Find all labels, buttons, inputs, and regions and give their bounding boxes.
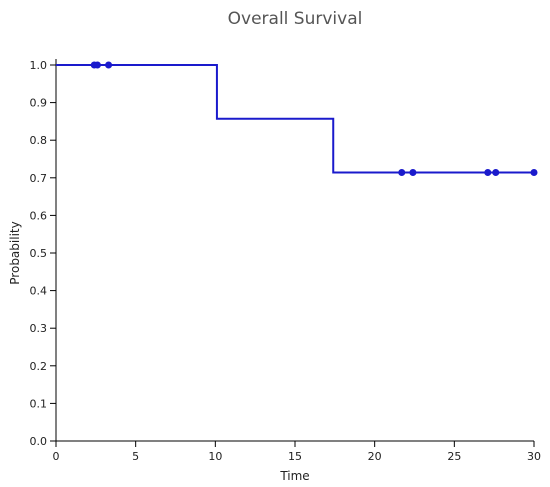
y-axis: 0.0 0.1 0.2 0.3 0.4 0.5 0.6 0.7 0.8 0.9 1.0 [30,59,57,448]
censor-marker [484,169,492,177]
y-axis-label: Probability [8,221,22,284]
y-tick-label: 0.3 [30,322,48,335]
y-tick-label: 0.7 [30,172,48,185]
y-tick-label: 0.5 [30,247,48,260]
censor-marker [492,169,500,177]
y-tick-label: 0.9 [30,97,48,110]
y-tick-label: 0.6 [30,209,48,222]
survival-step-line [56,64,534,174]
x-axis: 0 5 10 15 20 25 30 [53,440,541,463]
plot-area [56,61,538,177]
x-tick-label: 5 [132,450,139,463]
censor-marker [398,169,406,177]
x-axis-label: Time [279,469,309,483]
censor-marker [93,61,101,69]
x-tick-label: 0 [53,450,60,463]
y-tick-label: 0.8 [30,134,48,147]
y-tick-label: 0.2 [30,360,48,373]
x-tick-label: 15 [288,450,302,463]
x-tick-label: 25 [447,450,461,463]
x-tick-label: 20 [368,450,382,463]
x-tick-label: 10 [208,450,222,463]
y-tick-label: 0.4 [30,285,48,298]
x-tick-label: 30 [527,450,541,463]
y-tick-label: 1.0 [30,59,48,72]
censor-marker [530,169,538,177]
censor-marker [409,169,417,177]
chart-title: Overall Survival [228,9,363,29]
y-tick-label: 0.1 [30,397,48,410]
y-tick-label: 0.0 [30,435,48,448]
censor-marker [105,61,113,69]
